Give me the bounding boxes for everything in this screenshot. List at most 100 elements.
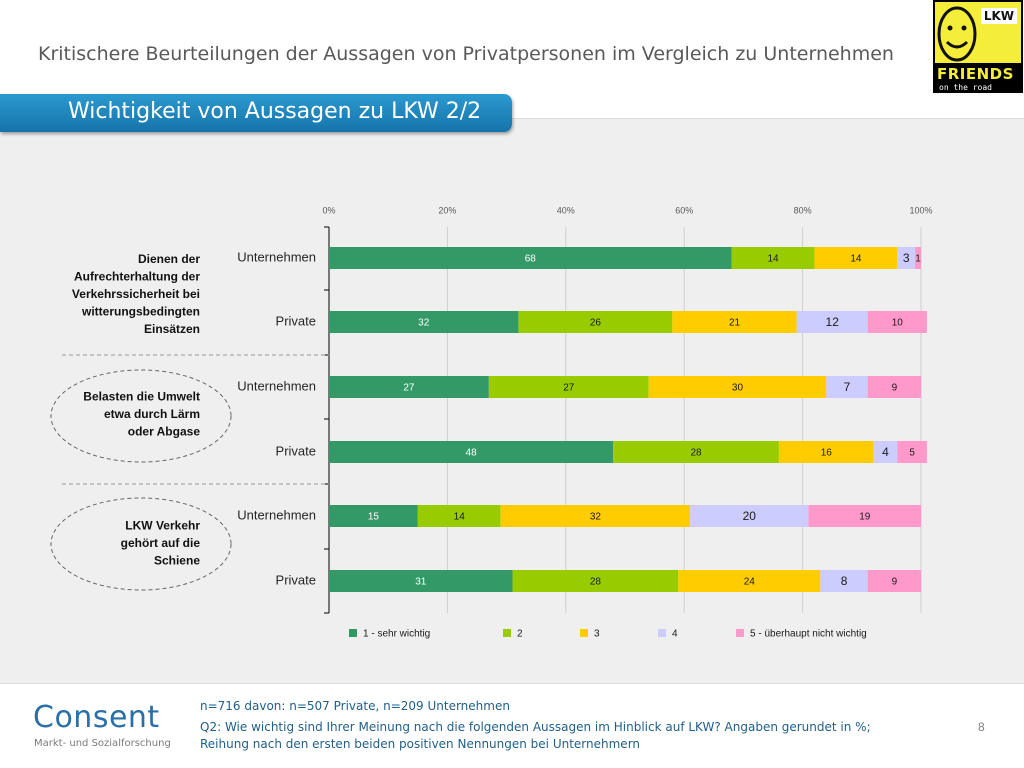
data-label: 14: [767, 254, 779, 265]
x-tick-label: 100%: [909, 205, 932, 215]
legend-label: 4: [672, 629, 678, 640]
data-label: 48: [466, 448, 478, 459]
bar-segment: [820, 570, 868, 592]
bar-segment: [329, 376, 489, 398]
data-label: 9: [892, 383, 898, 394]
data-label: 20: [743, 509, 757, 523]
group-label-line: Verkehrssicherheit bei: [72, 287, 200, 301]
x-tick-label: 40%: [557, 205, 575, 215]
legend-swatch: [736, 629, 744, 637]
data-label: 10: [892, 318, 904, 329]
page-number: 8: [978, 720, 985, 734]
x-tick-label: 20%: [438, 205, 456, 215]
group-label-line: gehört auf die: [121, 536, 201, 550]
x-tick-label: 60%: [675, 205, 693, 215]
bar-segment: [518, 311, 673, 333]
bar-segment: [897, 247, 916, 269]
legend-swatch: [658, 629, 666, 637]
data-label: 12: [826, 315, 840, 329]
bar-segment: [613, 441, 779, 463]
data-label: 19: [859, 512, 871, 523]
y-category-label: Unternehmen: [237, 507, 316, 522]
legend-label: 2: [517, 629, 523, 640]
group-label-line: Einsätzen: [144, 322, 200, 336]
bar-segment: [867, 570, 921, 592]
bar-segment: [329, 247, 732, 269]
logo-friends-text: FRIENDS: [937, 65, 1014, 83]
bar-segment: [329, 311, 519, 333]
data-label: 21: [729, 318, 741, 329]
lkw-friends-logo: LKW FRIENDS on the road: [933, 0, 1023, 93]
bar-segment: [512, 570, 679, 592]
consent-tagline: Markt- und Sozialforschung: [34, 738, 171, 749]
data-label: 32: [590, 512, 602, 523]
legend-label: 1 - sehr wichtig: [363, 629, 430, 640]
bar-segment: [826, 376, 868, 398]
bar-segment: [778, 441, 874, 463]
y-category-label: Unternehmen: [237, 378, 316, 393]
group-label-line: oder Abgase: [128, 425, 201, 439]
bar-segment: [500, 505, 691, 527]
data-label: 14: [454, 512, 466, 523]
y-category-label: Private: [276, 443, 316, 458]
banner-title: Wichtigkeit von Aussagen zu LKW 2/2: [68, 99, 482, 124]
bar-segment: [648, 376, 827, 398]
page-title: Kritischere Beurteilungen der Aussagen v…: [38, 43, 894, 65]
group-label-line: Aufrechterhaltung der: [74, 270, 200, 284]
y-category-label: Private: [276, 313, 316, 328]
x-tick-label: 0%: [322, 205, 335, 215]
y-category-label: Private: [276, 572, 316, 587]
data-label: 15: [368, 512, 380, 523]
bar-segment: [808, 505, 921, 527]
data-label: 28: [590, 577, 602, 588]
bar-segment: [417, 505, 501, 527]
bar-segment: [867, 311, 927, 333]
data-label: 7: [844, 380, 851, 394]
x-tick-label: 80%: [794, 205, 812, 215]
logo-road-text: on the road: [939, 83, 992, 92]
data-label: 9: [892, 577, 898, 588]
bar-segment: [897, 441, 927, 463]
legend-swatch: [580, 629, 588, 637]
data-label: 16: [821, 448, 833, 459]
legend-label: 5 - überhaupt nicht wichtig: [750, 629, 867, 640]
group-label-line: Belasten die Umwelt: [83, 390, 200, 404]
smiley-face-icon: [937, 6, 977, 62]
data-label: 28: [690, 448, 702, 459]
data-label: 24: [744, 577, 756, 588]
group-label-line: Dienen der: [138, 252, 200, 266]
section-banner: Wichtigkeit von Aussagen zu LKW 2/2: [0, 94, 512, 132]
group-label-ellipse: [50, 369, 232, 463]
data-label: 30: [732, 383, 744, 394]
group-label-line: Schiene: [154, 554, 200, 568]
bar-segment: [915, 247, 921, 269]
consent-logo: Consent: [33, 700, 160, 735]
bar-segment: [873, 441, 898, 463]
data-label: 8: [841, 574, 848, 588]
bar-segment: [731, 247, 815, 269]
footer-sample-size: n=716 davon: n=507 Private, n=209 Untern…: [200, 699, 510, 713]
bar-segment: [867, 376, 921, 398]
logo-yellow-panel: LKW: [935, 2, 1021, 63]
data-label: 5: [909, 448, 915, 459]
data-label: 1: [915, 254, 921, 265]
data-label: 31: [415, 577, 427, 588]
footer-ordering-note: Reihung nach den ersten beiden positiven…: [200, 737, 641, 751]
group-label-ellipse: [50, 497, 232, 591]
bar-segment: [678, 570, 821, 592]
bar-segment: [329, 441, 614, 463]
data-label: 4: [882, 445, 889, 459]
group-label-line: LKW Verkehr: [125, 519, 200, 533]
logo-lkw-text: LKW: [980, 8, 1017, 24]
data-label: 27: [563, 383, 575, 394]
data-label: 32: [418, 318, 430, 329]
bar-segment: [488, 376, 649, 398]
group-label-line: etwa durch Lärm: [104, 407, 200, 421]
footer-question: Q2: Wie wichtig sind Ihrer Meinung nach …: [200, 720, 871, 734]
bar-segment: [796, 311, 868, 333]
legend-swatch: [503, 629, 511, 637]
legend-swatch: [349, 629, 357, 637]
data-label: 68: [525, 254, 537, 265]
bar-segment: [672, 311, 797, 333]
legend-label: 3: [594, 629, 600, 640]
